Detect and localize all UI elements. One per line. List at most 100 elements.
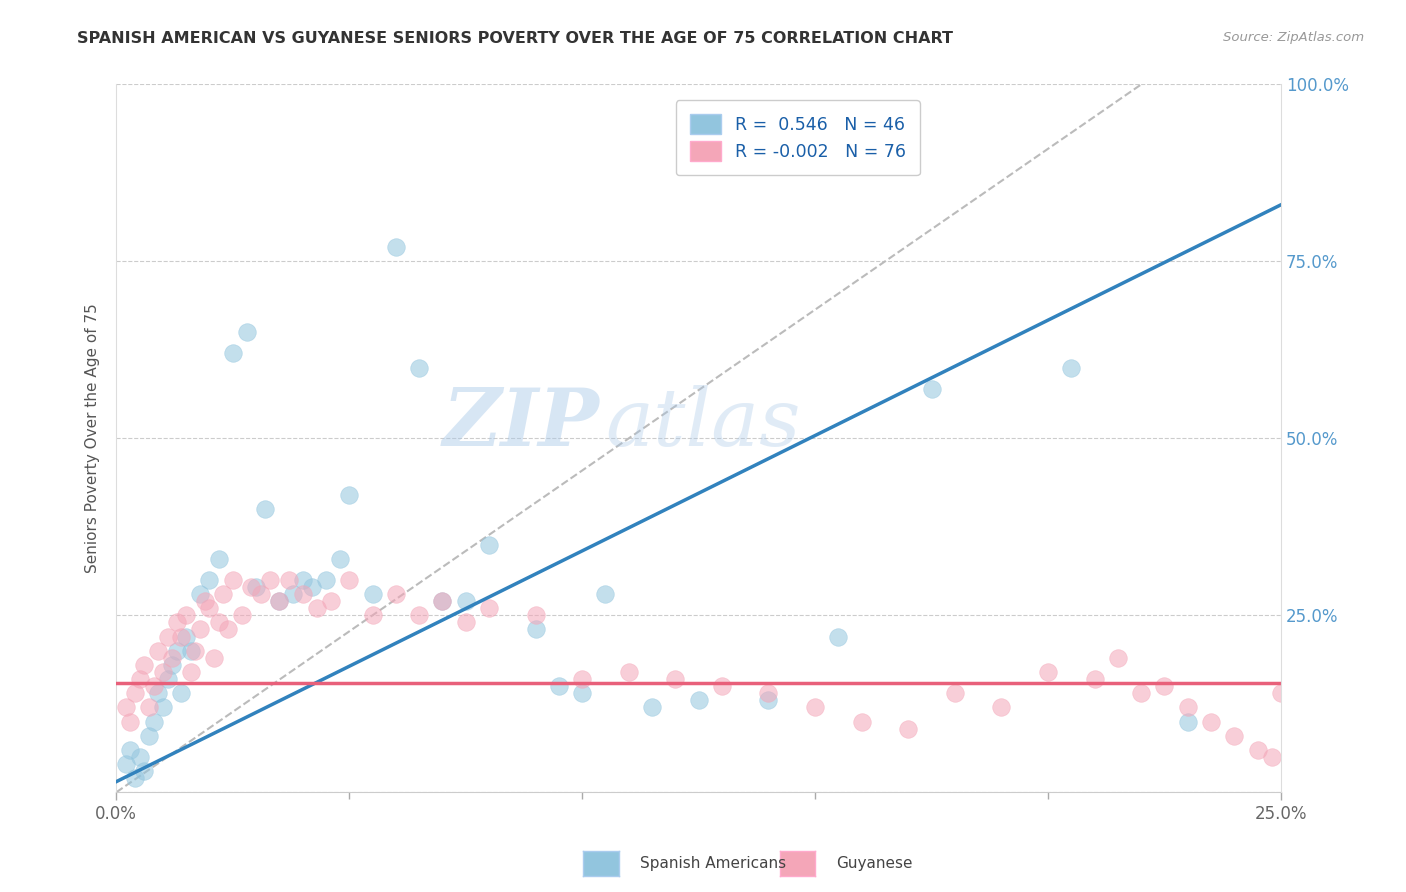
Point — [152, 700, 174, 714]
Point — [194, 594, 217, 608]
Point — [174, 608, 197, 623]
Point — [217, 623, 239, 637]
Text: ZIP: ZIP — [443, 385, 599, 463]
Point — [249, 587, 271, 601]
Point — [385, 587, 408, 601]
Point — [408, 608, 430, 623]
Point — [180, 644, 202, 658]
Point — [148, 686, 170, 700]
Point — [337, 573, 360, 587]
Point — [160, 657, 183, 672]
Point — [921, 382, 943, 396]
Point — [283, 587, 305, 601]
Point — [827, 630, 849, 644]
Point — [188, 623, 211, 637]
Y-axis label: Seniors Poverty Over the Age of 75: Seniors Poverty Over the Age of 75 — [86, 303, 100, 574]
Point — [180, 665, 202, 679]
Point — [142, 679, 165, 693]
Point — [758, 686, 780, 700]
Text: SPANISH AMERICAN VS GUYANESE SENIORS POVERTY OVER THE AGE OF 75 CORRELATION CHAR: SPANISH AMERICAN VS GUYANESE SENIORS POV… — [77, 31, 953, 46]
Point — [524, 623, 547, 637]
Point — [156, 630, 179, 644]
Point — [235, 325, 257, 339]
Point — [124, 686, 146, 700]
Point — [1308, 729, 1330, 743]
Point — [208, 551, 231, 566]
Point — [166, 615, 188, 630]
Point — [319, 594, 342, 608]
Point — [222, 346, 245, 360]
Point — [710, 679, 733, 693]
Point — [170, 630, 193, 644]
Point — [291, 587, 314, 601]
Point — [851, 714, 873, 729]
Point — [1036, 665, 1059, 679]
Point — [291, 573, 314, 587]
Text: Source: ZipAtlas.com: Source: ZipAtlas.com — [1223, 31, 1364, 45]
Legend: R =  0.546   N = 46, R = -0.002   N = 76: R = 0.546 N = 46, R = -0.002 N = 76 — [676, 100, 920, 175]
Point — [208, 615, 231, 630]
Point — [1340, 700, 1362, 714]
Point — [688, 693, 710, 707]
Point — [804, 700, 827, 714]
Point — [571, 672, 593, 686]
Point — [170, 686, 193, 700]
Point — [454, 615, 477, 630]
Text: Guyanese: Guyanese — [837, 856, 912, 871]
Point — [212, 587, 235, 601]
Point — [120, 714, 142, 729]
Point — [1177, 714, 1199, 729]
Point — [617, 665, 640, 679]
Point — [1084, 672, 1107, 686]
Point — [184, 644, 207, 658]
Point — [408, 360, 430, 375]
Text: Spanish Americans: Spanish Americans — [640, 856, 786, 871]
Point — [361, 608, 384, 623]
Point — [361, 587, 384, 601]
Point — [269, 594, 291, 608]
Point — [188, 587, 211, 601]
Point — [1177, 700, 1199, 714]
Point — [1199, 714, 1222, 729]
Point — [305, 601, 328, 615]
Point — [166, 644, 188, 658]
Point — [641, 700, 664, 714]
Point — [1223, 729, 1246, 743]
Point — [478, 537, 501, 551]
Point — [134, 657, 156, 672]
Point — [454, 594, 477, 608]
Point — [524, 608, 547, 623]
Point — [174, 630, 197, 644]
Point — [240, 580, 263, 594]
Point — [128, 750, 150, 764]
Point — [337, 488, 360, 502]
Point — [198, 573, 221, 587]
Point — [198, 601, 221, 615]
Point — [128, 672, 150, 686]
Point — [595, 587, 617, 601]
Point — [758, 693, 780, 707]
Text: atlas: atlas — [606, 385, 801, 463]
Point — [156, 672, 179, 686]
Point — [1279, 700, 1302, 714]
Point — [277, 573, 299, 587]
Point — [138, 700, 160, 714]
Point — [432, 594, 454, 608]
Point — [329, 551, 352, 566]
Point — [1246, 743, 1268, 757]
Point — [1060, 360, 1083, 375]
Point — [385, 240, 408, 254]
Point — [897, 722, 920, 736]
Point — [202, 650, 225, 665]
Point — [301, 580, 323, 594]
Point — [269, 594, 291, 608]
Point — [1153, 679, 1175, 693]
Point — [120, 743, 142, 757]
Point — [943, 686, 966, 700]
Point — [152, 665, 174, 679]
Point — [432, 594, 454, 608]
Point — [134, 764, 156, 778]
Point — [478, 601, 501, 615]
Point — [124, 771, 146, 785]
Point — [990, 700, 1012, 714]
